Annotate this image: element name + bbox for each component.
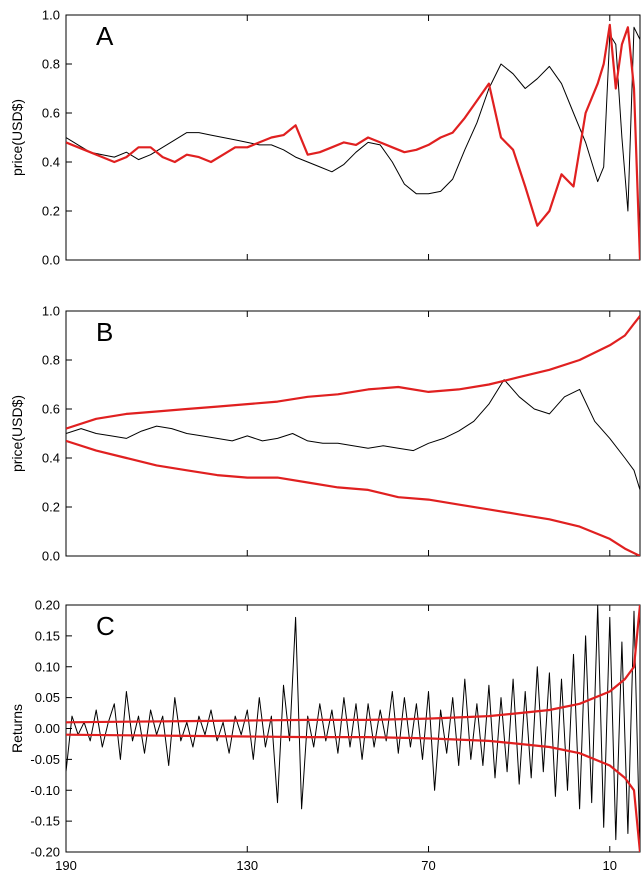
- plot-frame: [65, 310, 641, 557]
- x-tick-label: 190: [55, 858, 77, 873]
- series-line-black-0: [66, 379, 640, 491]
- y-tick-label: 0.8: [42, 353, 60, 368]
- y-tick-label: 0.4: [42, 451, 60, 466]
- series-line-red-2: [66, 733, 640, 852]
- panel-c: -0.20 -0.15 -0.10 -0.05 0.00 0.05 0.10 0.15 0.20…: [9, 598, 641, 873]
- plot-frame: [65, 14, 641, 261]
- panel-b: 0.0 0.2 0.4 0.6 0.8 1.0 price(USD$) B: [9, 304, 641, 564]
- y-tick-label: 0.10: [35, 659, 60, 674]
- y-tick-label: 0.15: [35, 628, 60, 643]
- panel-a: 0.0 0.2 0.4 0.6 0.8 1.0 price(USD$) A: [9, 8, 641, 268]
- y-tick-label: 0.6: [42, 402, 60, 417]
- y-axis-title: price(USD$): [9, 395, 25, 472]
- series-line-black-0: [66, 26, 640, 212]
- y-tick-label: 0.2: [42, 500, 60, 515]
- y-tick-label: 0.8: [42, 57, 60, 72]
- x-tick-label: 10: [603, 858, 617, 873]
- series-line-red-1: [66, 605, 640, 724]
- y-tick-label: 0.6: [42, 106, 60, 121]
- series-line-black-0: [66, 605, 640, 852]
- y-tick-label: 0.4: [42, 155, 60, 170]
- y-tick-label: 1.0: [42, 8, 60, 23]
- panel-letter: B: [96, 317, 113, 347]
- y-axis-title: price(USD$): [9, 99, 25, 176]
- y-tick-label: -0.05: [30, 752, 60, 767]
- y-tick-label: 0.2: [42, 204, 60, 219]
- panel-letter: A: [96, 21, 114, 51]
- series-line-red-1: [66, 23, 640, 260]
- y-tick-label: 0.20: [35, 598, 60, 613]
- series-line-red-1: [66, 315, 640, 430]
- y-tick-label: 1.0: [42, 304, 60, 319]
- y-tick-label: 0.0: [42, 549, 60, 564]
- y-axis-title: Returns: [9, 704, 25, 753]
- y-tick-label: 0.00: [35, 721, 60, 736]
- y-tick-label: -0.15: [30, 814, 60, 829]
- y-tick-label: -0.20: [30, 845, 60, 860]
- y-tick-label: -0.10: [30, 783, 60, 798]
- x-tick-label: 130: [236, 858, 258, 873]
- panel-letter: C: [96, 611, 115, 641]
- y-tick-label: 0.0: [42, 253, 60, 268]
- y-tick-label: 0.05: [35, 690, 60, 705]
- series-line-red-2: [66, 439, 640, 556]
- x-tick-label: 70: [421, 858, 435, 873]
